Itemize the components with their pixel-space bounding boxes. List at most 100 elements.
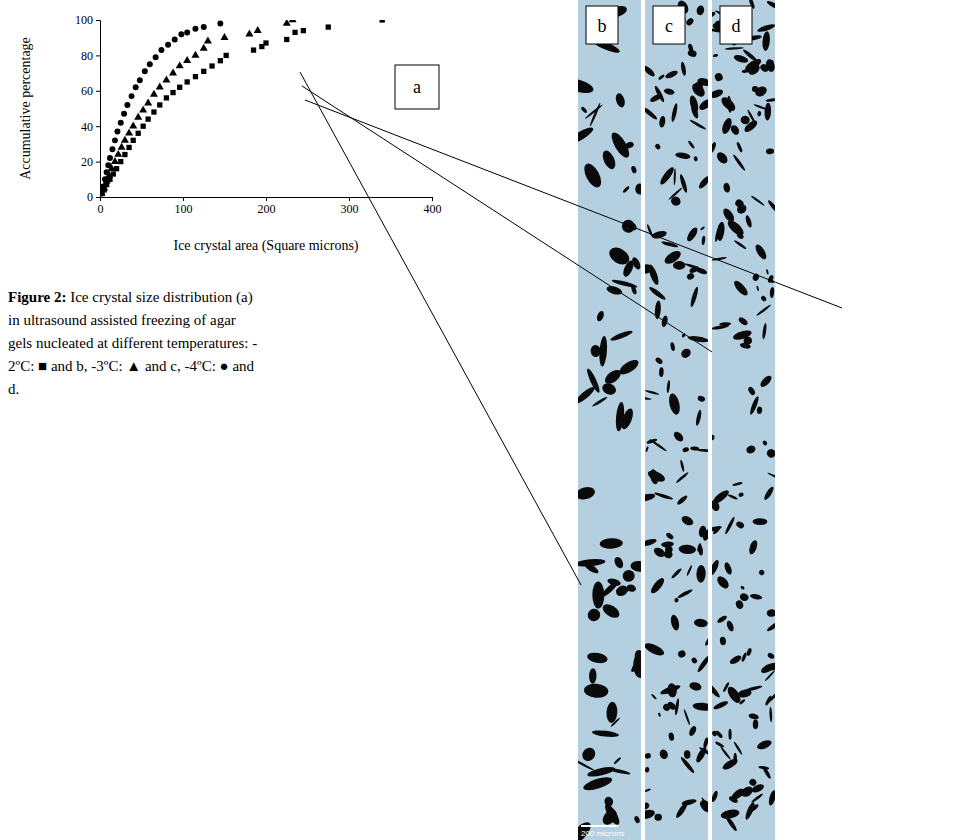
ice-crystal [690,657,698,665]
ice-crystal [585,606,602,623]
ice-crystal [600,149,618,171]
point [178,31,184,37]
ice-crystal [758,569,765,576]
point [251,47,256,52]
ice-crystal [728,795,739,804]
point [114,150,122,157]
ice-crystal [600,601,622,620]
ice-crystal [651,693,657,699]
ice-crystal [753,84,768,98]
ice-crystal [761,765,772,780]
point [380,20,385,23]
ice-crystal [649,92,663,103]
ice-crystal [654,356,663,365]
ice-crystal [719,636,726,645]
ice-crystal [578,758,595,772]
y-axis: 020406080100 [75,13,101,204]
ice-crystal [712,681,721,699]
ice-crystal [673,261,686,270]
y-tick: 80 [81,49,100,63]
ice-crystal [645,538,657,548]
ice-crystal [645,492,656,503]
x-tick-label: 300 [341,202,359,216]
ice-crystal [684,750,691,759]
ice-crystal [762,31,771,51]
ice-crystal [606,285,624,297]
ice-crystal [645,801,651,810]
point [136,131,141,136]
y-tick: 60 [81,84,100,98]
point [292,30,297,35]
ice-crystal [581,161,605,190]
y-tick-mark [96,162,100,163]
ice-crystal [658,712,662,717]
ice-crystal [689,286,699,308]
ice-crystal [673,168,676,185]
ice-crystal [688,681,702,692]
point [156,83,164,90]
ice-crystal [645,446,649,453]
x-tick-mark [349,197,350,201]
ice-crystal [622,185,630,193]
ice-crystal [766,620,775,632]
ice-crystal [674,698,680,715]
x-tick: 100 [175,197,193,216]
ice-crystal [685,226,699,243]
ice-crystal [733,239,747,250]
ice-crystal [585,367,602,394]
micrograph-panel: b200 microns [561,0,650,840]
ice-crystal [662,248,682,266]
plot-area [100,20,385,196]
point [100,183,106,189]
ice-crystal [687,335,708,343]
ice-crystal [675,151,691,159]
point [122,152,127,157]
ice-crystal [712,700,729,711]
caption: Figure 2: Ice crystal size distribution … [8,289,257,397]
ice-crystal [696,654,708,673]
ice-crystal [735,203,748,216]
ice-crystal [701,797,708,811]
ice-crystal [703,737,708,748]
ice-crystal [698,798,708,815]
ice-crystal [600,381,617,396]
x-tick-mark [432,197,433,201]
point [153,54,159,60]
ice-crystal [648,285,667,301]
y-tick-mark [96,197,100,198]
point [100,191,104,196]
ice-crystal [665,532,674,541]
x-tick: 300 [341,197,359,216]
y-tick-mark [96,20,100,21]
point [245,30,253,37]
ice-crystal [658,165,676,186]
ice-crystal [704,637,708,647]
point [118,120,124,126]
y-tick-label: 0 [87,190,93,204]
ice-crystal [737,316,748,327]
ice-crystal [762,440,768,446]
point [125,129,133,136]
point [141,124,146,129]
ice-crystal [667,392,682,415]
ice-crystal [645,64,656,78]
ice-crystal [685,17,695,27]
point [109,146,115,152]
ice-crystal [683,709,691,726]
point [131,138,136,143]
series-square [100,20,385,196]
ice-crystal [649,576,666,595]
series-triangle [100,20,297,196]
ice-crystal [712,730,717,737]
x-tick: 400 [424,197,442,216]
point [200,44,208,51]
ice-crystal [596,310,606,322]
ice-crystal [712,790,719,803]
ice-crystal [678,544,696,554]
ice-crystal [749,395,761,415]
ice-crystal [766,609,775,617]
ice-crystal [688,725,698,737]
ice-crystal [697,77,708,87]
point [129,93,135,99]
leader-line [300,72,581,585]
